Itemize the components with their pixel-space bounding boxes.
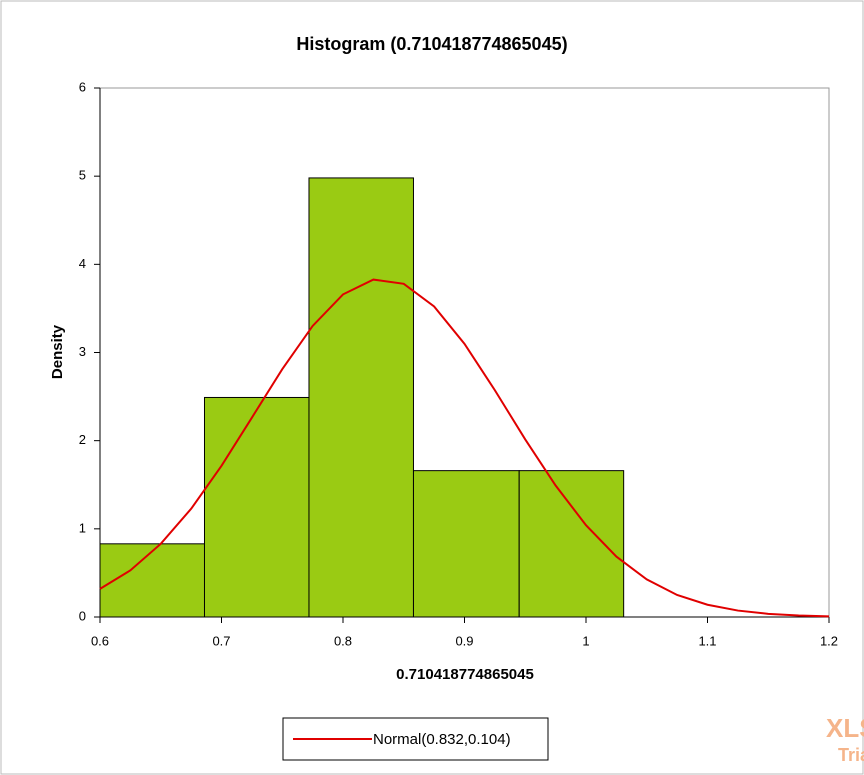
x-tick-label: 0.8 <box>334 633 352 648</box>
bar <box>412 470 520 618</box>
y-tick-label: 4 <box>79 256 86 271</box>
y-tick-label: 2 <box>79 432 86 447</box>
x-tick-label: 0.7 <box>212 633 230 648</box>
bar <box>308 177 414 618</box>
x-tick-label: 1.1 <box>698 633 716 648</box>
y-tick-label: 1 <box>79 520 86 535</box>
watermark: XLSTAT <box>826 713 864 743</box>
x-axis-label: 0.710418774865045 <box>396 666 534 683</box>
x-tick-label: 1 <box>582 633 589 648</box>
y-tick-label: 5 <box>79 168 86 183</box>
y-tick-label: 0 <box>79 608 86 623</box>
legend-label: Normal(0.832,0.104) <box>373 731 511 748</box>
bar <box>99 543 205 618</box>
bar <box>203 396 310 618</box>
watermark: Trial <box>838 745 864 765</box>
chart-title: Histogram (0.710418774865045) <box>296 34 567 54</box>
x-tick-label: 0.6 <box>91 633 109 648</box>
y-tick-label: 3 <box>79 344 86 359</box>
y-tick-label: 6 <box>79 79 86 94</box>
normal-curve <box>99 278 830 618</box>
y-axis-label: Density <box>49 324 66 379</box>
bar <box>518 470 625 618</box>
x-tick-label: 1.2 <box>820 633 838 648</box>
x-tick-label: 0.9 <box>455 633 473 648</box>
